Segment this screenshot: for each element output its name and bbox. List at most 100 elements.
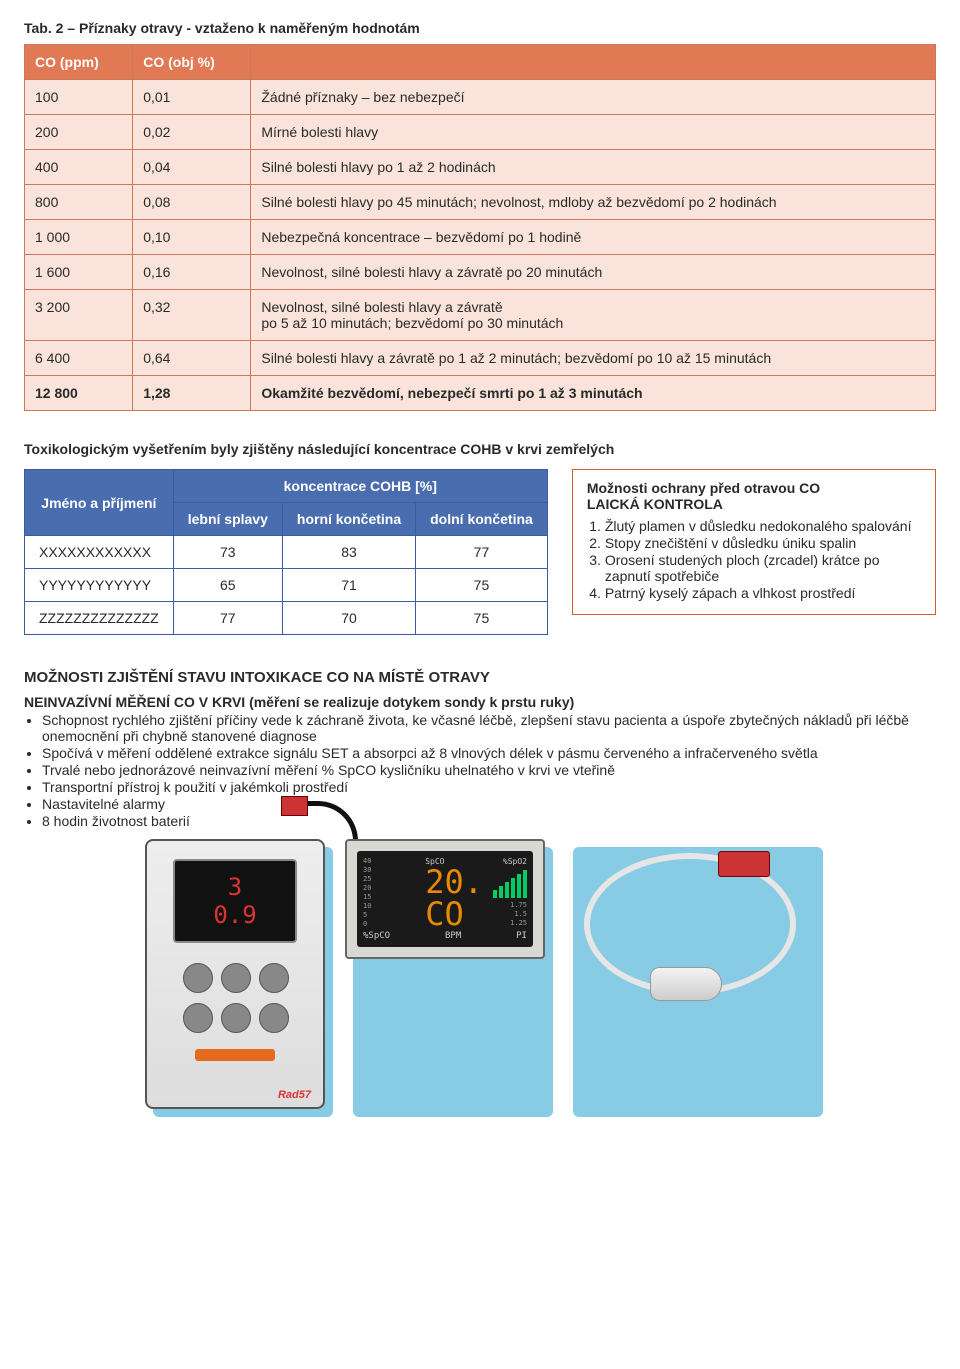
detection-bullet: Schopnost rychlého zjištění příčiny vede… [42,712,936,744]
tab2-cell-desc: Silné bolesti hlavy po 45 minutách; nevo… [251,185,936,220]
cohb-cell: 70 [282,602,415,635]
monitor-scale-value: 30 [363,866,371,874]
tab2-cell-ppm: 800 [25,185,133,220]
tab2-cell-obj: 0,16 [133,255,251,290]
monitor-spo2-label: %SpO2 [493,857,527,866]
monitor-co-text: CO [425,898,483,930]
monitor-pi-value: 1.5 [493,910,527,918]
handheld-button [183,1003,213,1033]
monitor-scale-value: 40 [363,857,371,865]
tab2-th-empty [251,45,936,80]
monitor-scale-value: 5 [363,911,371,919]
tab2-th-obj: CO (obj %) [133,45,251,80]
tab2-title: Tab. 2 – Příznaky otravy - vztaženo k na… [24,20,936,36]
cohb-heading: Toxikologickým vyšetřením byly zjištěny … [24,441,936,457]
finger-clip-icon [650,967,722,1001]
monitor-scale-value: 0 [363,920,371,928]
monitor-scale-value: 10 [363,902,371,910]
tab2-cell-desc: Okamžité bezvědomí, nebezpečí smrti po 1… [251,376,936,411]
monitor-scale-value: 15 [363,893,371,901]
monitor-pi-value: 1.75 [493,901,527,909]
cohb-cell: 83 [282,536,415,569]
bars-icon [493,870,527,898]
cohb-cell-name: YYYYYYYYYYYY [25,569,174,602]
tab2-cell-obj: 0,32 [133,290,251,341]
tab2-cell-ppm: 12 800 [25,376,133,411]
protection-item: Stopy znečištění v důsledku úniku spalin [605,535,921,551]
cohb-cell-name: ZZZZZZZZZZZZZZ [25,602,174,635]
tab2-cell-desc: Silné bolesti hlavy a závratě po 1 až 2 … [251,341,936,376]
handheld-screen: 3 0.9 [173,859,297,943]
tab2-cell-desc: Nevolnost, silné bolesti hlavy a závratě… [251,255,936,290]
sensor-cable-icon [584,853,796,995]
detection-heading: MOŽNOSTI ZJIŠTĚNÍ STAVU INTOXIKACE CO NA… [24,669,936,686]
protection-item: Žlutý plamen v důsledku nedokonalého spa… [605,518,921,534]
tab2-table: CO (ppm) CO (obj %) 1000,01Žádné příznak… [24,44,936,411]
handheld-button [259,1003,289,1033]
cohb-th-group: koncentrace COHB [%] [173,470,547,503]
tab2-cell-ppm: 1 600 [25,255,133,290]
tab2-cell-desc: Silné bolesti hlavy po 1 až 2 hodinách [251,150,936,185]
cohb-th-name: Jméno a příjmení [25,470,174,536]
cohb-cell: 77 [416,536,548,569]
tab2-cell-desc: Mírné bolesti hlavy [251,115,936,150]
handheld-button [259,963,289,993]
device-monitor: 40302520151050 SpCO 20. CO %SpO2 [345,839,545,959]
tab2-cell-obj: 0,02 [133,115,251,150]
tab2-cell-obj: 0,64 [133,341,251,376]
cohb-th-c2: horní končetina [282,503,415,536]
monitor-pi-value: 1.25 [493,919,527,927]
tab2-th-ppm: CO (ppm) [25,45,133,80]
handheld-buttons [183,963,287,1033]
cohb-th-c1: lební splavy [173,503,282,536]
cohb-th-c3: dolní končetina [416,503,548,536]
cohb-cell: 75 [416,569,548,602]
device-handheld-wrap: 3 0.9 Rad57 [145,839,325,1109]
tab2-cell-obj: 0,10 [133,220,251,255]
monitor-scale: 40302520151050 [363,857,371,928]
protection-list: Žlutý plamen v důsledku nedokonalého spa… [587,518,921,601]
tab2-cell-obj: 0,08 [133,185,251,220]
tab2-cell-obj: 0,01 [133,80,251,115]
device-monitor-wrap: 40302520151050 SpCO 20. CO %SpO2 [345,839,545,1109]
protection-item: Patrný kyselý zápach a vlhkost prostředí [605,585,921,601]
protection-box: Možnosti ochrany před otravou CO LAICKÁ … [572,469,936,615]
tab2-cell-ppm: 400 [25,150,133,185]
detection-bullet: Transportní přístroj k použití v jakémko… [42,779,936,795]
protection-title2: LAICKÁ KONTROLA [587,496,723,512]
handheld-reading2: 0.9 [213,901,256,929]
detection-bullet: Trvalé nebo jednorázové neinvazívní měře… [42,762,936,778]
cohb-cell: 73 [173,536,282,569]
detection-bullets: Schopnost rychlého zjištění příčiny vede… [24,712,936,829]
monitor-bpm-label: BPM [445,931,461,941]
handheld-reading1: 3 [228,873,242,901]
protection-title1: Možnosti ochrany před otravou CO [587,480,820,496]
handheld-orange-bar [195,1049,275,1061]
tab2-cell-obj: 1,28 [133,376,251,411]
cohb-cell: 65 [173,569,282,602]
monitor-pi-values: 1.751.51.25 [493,901,527,927]
monitor-scale-value: 20 [363,884,371,892]
tab2-cell-ppm: 3 200 [25,290,133,341]
detection-bullet: Spočívá v měření oddělené extrakce signá… [42,745,936,761]
plug-icon [281,796,308,816]
device-handheld: 3 0.9 Rad57 [145,839,325,1109]
cohb-cell: 71 [282,569,415,602]
detection-sub: NEINVAZÍVNÍ MĚŘENÍ CO V KRVI (měření se … [24,694,936,710]
monitor-spco-value: 20. [425,866,483,898]
tab2-cell-ppm: 100 [25,80,133,115]
handheld-button [183,963,213,993]
handheld-brand: Rad57 [278,1089,311,1101]
handheld-button [221,1003,251,1033]
protection-item: Orosení studených ploch (zrcadel) krátce… [605,552,921,584]
tab2-cell-ppm: 1 000 [25,220,133,255]
device-sensor-wrap [565,839,815,1109]
detection-bullet: Nastavitelné alarmy [42,796,936,812]
monitor-spco-pct: %SpCO [363,931,390,941]
tab2-cell-desc: Nevolnost, silné bolesti hlavy a závratě… [251,290,936,341]
cohb-cell: 77 [173,602,282,635]
tab2-cell-ppm: 200 [25,115,133,150]
monitor-pi-label: PI [516,931,527,941]
tab2-cell-desc: Nebezpečná koncentrace – bezvědomí po 1 … [251,220,936,255]
handheld-button [221,963,251,993]
